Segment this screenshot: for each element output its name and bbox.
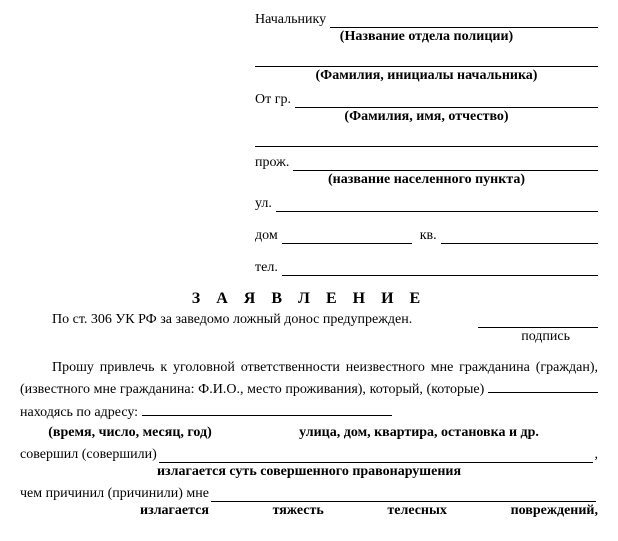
severity-word-3: телесных — [387, 503, 447, 519]
apt-underline[interactable] — [441, 230, 598, 244]
time-address-hints: (время, число, месяц, год) улица, дом, к… — [20, 425, 598, 441]
from-label: От гр. — [255, 92, 291, 108]
dept-hint: (Название отдела полиции) — [255, 29, 598, 45]
residence-hint: (название населенного пункта) — [255, 172, 598, 188]
from-line: От гр. — [255, 92, 598, 108]
harm-row: чем причинил (причинили) мне — [20, 486, 598, 502]
harm-underline[interactable] — [211, 488, 596, 502]
signature-label: подпись — [20, 329, 598, 345]
from-underline[interactable] — [295, 94, 598, 108]
body-text: Прошу привлечь к уголовной ответственнос… — [20, 357, 598, 519]
phone-line: тел. — [255, 260, 598, 276]
to-label: Начальнику — [255, 12, 326, 28]
time-hint: (время, число, месяц, год) — [20, 425, 240, 441]
house-line: дом кв. — [255, 228, 598, 244]
did-label: совершил (совершили) — [20, 447, 157, 463]
from-hint: (Фамилия, имя, отчество) — [255, 109, 598, 125]
harm-label: чем причинил (причинили) мне — [20, 486, 209, 502]
severity-word-2: тяжесть — [273, 503, 324, 519]
residence-label: прож. — [255, 155, 289, 171]
street-label: ул. — [255, 196, 272, 212]
from-underline-2[interactable] — [255, 133, 598, 147]
signature-underline[interactable] — [478, 314, 598, 328]
phone-underline[interactable] — [282, 262, 598, 276]
recipient-block: Начальнику (Название отдела полиции) (Фа… — [255, 12, 598, 276]
chief-underline[interactable] — [330, 14, 598, 28]
house-label: дом — [255, 228, 278, 244]
chief-hint: (Фамилия, инициалы начальника) — [255, 68, 598, 84]
document-title: З А Я В Л Е Н И Е — [20, 290, 598, 308]
severity-hint-row: излагается тяжесть телесных повреждений, — [20, 503, 598, 519]
street-line: ул. — [255, 196, 598, 212]
address-label: находясь по адресу: — [20, 405, 138, 420]
warning-text: По ст. 306 УК РФ за заведомо ложный доно… — [20, 312, 474, 328]
house-underline[interactable] — [282, 230, 412, 244]
residence-line: прож. — [255, 155, 598, 171]
apt-label: кв. — [420, 228, 437, 244]
severity-word-1: излагается — [140, 503, 209, 519]
offense-hint: излагается суть совершенного правонаруше… — [20, 464, 598, 480]
severity-word-4: повреждений, — [511, 503, 598, 519]
comma: , — [595, 447, 599, 463]
address-underline[interactable] — [142, 415, 392, 416]
did-row: совершил (совершили) , — [20, 447, 598, 463]
warning-row: По ст. 306 УК РФ за заведомо ложный доно… — [20, 312, 598, 328]
address-hint: улица, дом, квартира, остановка и др. — [240, 425, 598, 441]
time-underline-1[interactable] — [488, 392, 598, 393]
residence-underline[interactable] — [293, 157, 598, 171]
offense-underline[interactable] — [159, 449, 593, 463]
chief-line: Начальнику — [255, 12, 598, 28]
chief-name-underline[interactable] — [255, 53, 598, 67]
street-underline[interactable] — [276, 198, 598, 212]
phone-label: тел. — [255, 260, 278, 276]
